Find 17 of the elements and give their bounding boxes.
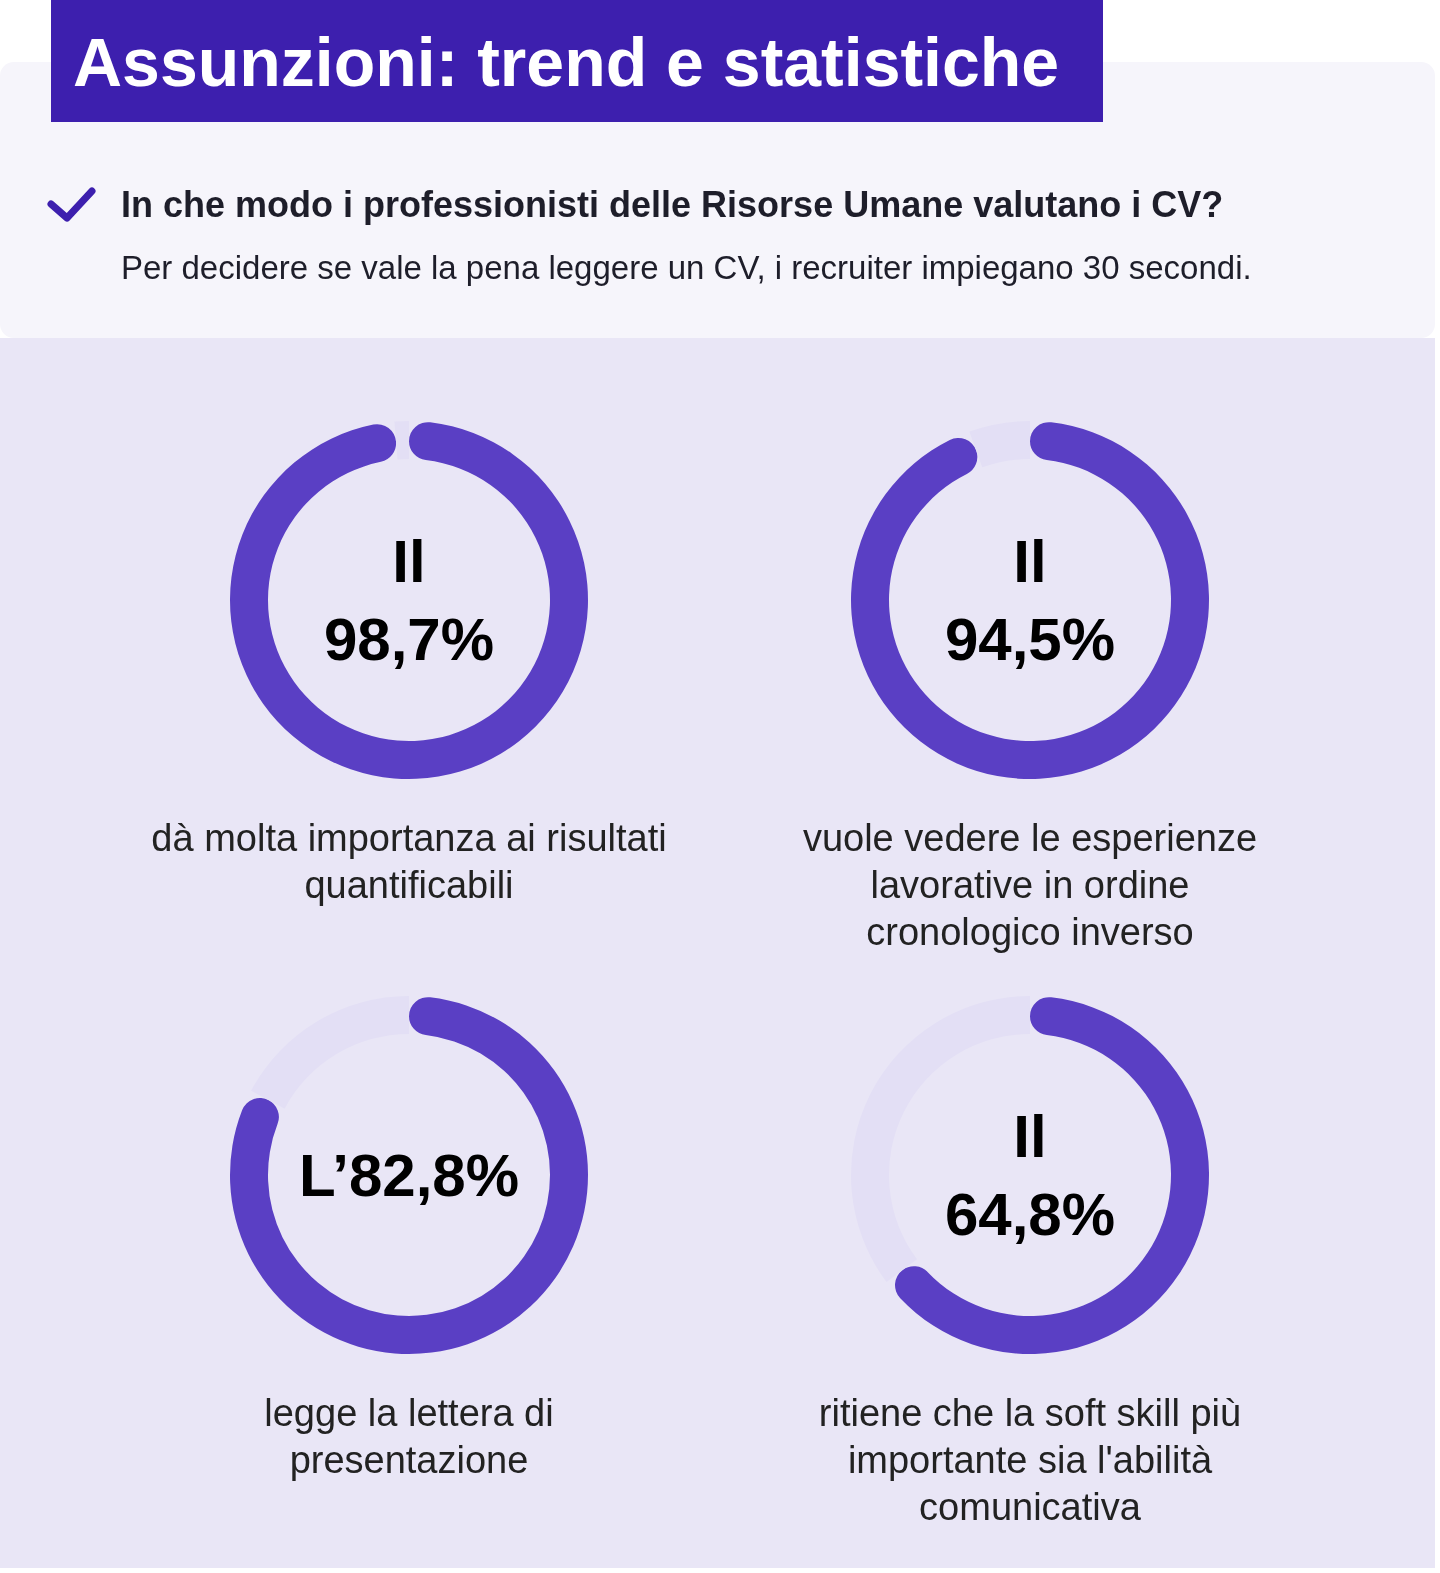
- text: legge la lettera di presentazione: [264, 1392, 554, 1481]
- data-label: Il 94,5%: [944, 528, 1116, 673]
- text: Per decidere se vale la pena leggere un CV, i recruiter impiegano 30 secondi.: [121, 249, 1252, 286]
- donut-slice: [251, 996, 409, 1109]
- donut-slice: [394, 421, 409, 460]
- text: ritiene che la soft skill più importante sia l'abilità comunicativa: [818, 1392, 1242, 1528]
- data-label: Il 64,8%: [944, 1103, 1116, 1248]
- text: Assunzioni: trend e statistiche: [73, 24, 1060, 100]
- data-label: L’82,8%: [298, 1142, 520, 1209]
- data-label: Il 98,7%: [323, 528, 495, 673]
- donut-slice: [230, 997, 588, 1354]
- donut-slice: [851, 422, 1209, 779]
- donut-slice: [230, 422, 588, 779]
- text: In che modo i professionisti delle Risorse Umane valutano i CV?: [121, 184, 1224, 225]
- donut-slice: [969, 421, 1030, 468]
- text: dà molta importanza ai risultati quantificabili: [151, 817, 667, 906]
- text: vuole vedere le esperienze lavorative in ordine cronologico inverso: [802, 817, 1258, 953]
